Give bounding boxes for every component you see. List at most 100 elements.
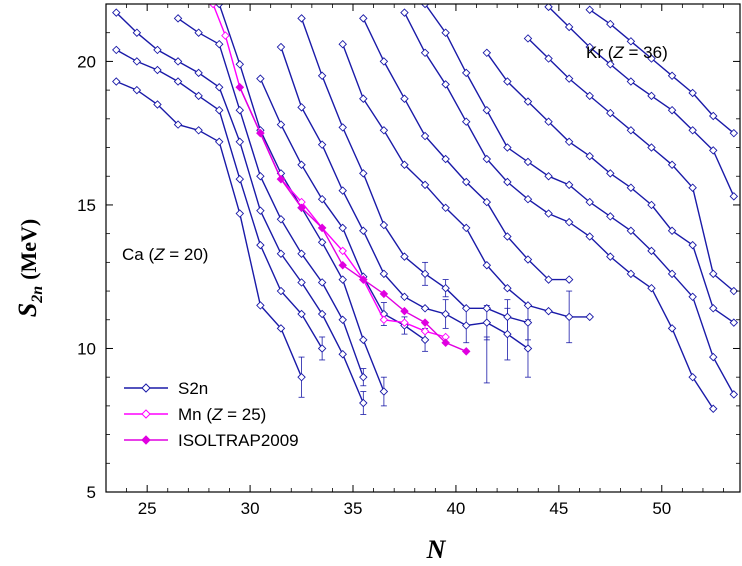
isotope-chain-line xyxy=(297,14,533,327)
data-point xyxy=(647,54,656,63)
data-point xyxy=(482,197,492,207)
series-line xyxy=(589,9,735,134)
data-point xyxy=(544,209,553,218)
data-point xyxy=(235,174,245,184)
data-point xyxy=(379,126,389,135)
data-point xyxy=(523,344,533,353)
data-point xyxy=(379,57,389,66)
data-point xyxy=(523,34,533,43)
series-line xyxy=(280,46,529,350)
plot-frame xyxy=(105,3,741,493)
data-point xyxy=(544,4,553,12)
data-point xyxy=(441,338,450,347)
data-point xyxy=(729,318,739,327)
legend-label-isoltrap: ISOLTRAP2009 xyxy=(178,431,299,450)
data-point xyxy=(359,14,368,23)
data-point xyxy=(235,209,245,218)
data-point xyxy=(276,324,286,333)
isotope-chain-line xyxy=(338,39,594,322)
isotope-chain-line xyxy=(173,14,368,382)
data-point xyxy=(729,286,739,296)
data-point xyxy=(523,97,533,106)
data-point xyxy=(626,77,636,86)
data-point xyxy=(276,174,286,184)
data-point xyxy=(482,48,492,58)
data-point xyxy=(647,91,656,101)
data-point xyxy=(709,269,718,279)
data-point xyxy=(400,252,409,261)
isotope-chain-line xyxy=(256,74,430,345)
data-point xyxy=(729,192,739,201)
data-point xyxy=(441,80,450,89)
data-point xyxy=(338,260,347,270)
data-point xyxy=(503,177,512,187)
svg-text:S2n(MeV): S2n (MeV) xyxy=(13,219,46,317)
data-point xyxy=(359,275,368,284)
data-point xyxy=(709,304,718,313)
data-point xyxy=(441,154,450,164)
data-point xyxy=(317,71,327,81)
series-line xyxy=(116,80,303,378)
data-point xyxy=(688,88,697,98)
data-point xyxy=(544,306,553,316)
data-point xyxy=(317,223,327,233)
data-point xyxy=(503,143,512,152)
series-layer xyxy=(112,4,739,413)
data-point xyxy=(564,22,574,32)
data-point xyxy=(626,37,636,46)
data-point xyxy=(256,301,265,310)
data-point xyxy=(235,137,245,147)
data-point xyxy=(276,42,286,52)
data-point xyxy=(338,123,347,132)
data-point xyxy=(503,329,512,339)
data-point xyxy=(482,260,492,270)
legend: S2n Mn (Z = 25) ISOLTRAP2009 xyxy=(124,379,299,450)
data-point xyxy=(729,128,739,138)
axis-ticks: 25 30 35 40 45 50 5 10 15 20 xyxy=(77,3,740,518)
data-point xyxy=(400,160,409,169)
data-point xyxy=(647,283,656,293)
data-point xyxy=(276,215,286,224)
data-point xyxy=(317,194,327,204)
data-point xyxy=(544,275,553,284)
data-point xyxy=(297,160,306,169)
data-point xyxy=(564,74,574,83)
data-point xyxy=(626,269,636,279)
data-point xyxy=(317,238,327,247)
data-point xyxy=(461,223,471,233)
series-line xyxy=(218,4,385,392)
error-bar xyxy=(483,336,490,384)
data-point xyxy=(606,19,615,29)
data-point xyxy=(585,42,594,52)
data-point xyxy=(173,57,183,66)
data-point xyxy=(420,335,430,345)
data-point xyxy=(235,105,245,115)
annotation-kr: Kr (Z = 36) xyxy=(586,43,668,62)
data-point xyxy=(667,226,677,236)
data-point xyxy=(523,194,533,204)
x-tick-label: 50 xyxy=(652,499,671,518)
series-line xyxy=(239,86,467,352)
data-point xyxy=(359,226,368,236)
data-point xyxy=(420,48,430,58)
data-point xyxy=(709,111,718,121)
data-point xyxy=(173,14,183,23)
y-axis-title: S2n (MeV) xyxy=(13,219,46,317)
isotope-chain-line xyxy=(112,77,306,382)
x-axis-title: N xyxy=(426,535,447,564)
data-point xyxy=(194,126,203,135)
data-point xyxy=(359,335,368,345)
data-point xyxy=(564,275,574,284)
data-point xyxy=(564,180,574,190)
data-point xyxy=(626,183,636,192)
data-point xyxy=(338,246,347,256)
data-point xyxy=(214,39,224,49)
data-point xyxy=(235,83,245,92)
data-point xyxy=(194,91,203,101)
data-point xyxy=(112,8,121,17)
y-tick-label: 15 xyxy=(77,196,96,215)
data-point xyxy=(297,278,306,287)
data-point xyxy=(441,28,450,37)
data-point xyxy=(338,275,347,284)
